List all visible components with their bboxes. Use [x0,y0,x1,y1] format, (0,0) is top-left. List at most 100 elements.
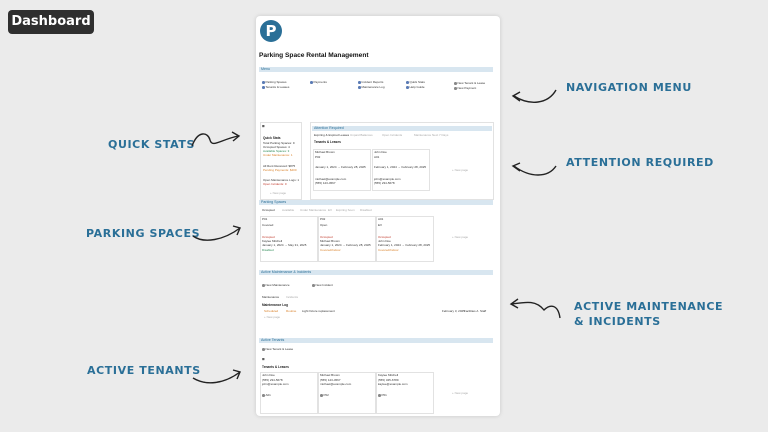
tab-expiring-soon[interactable]: Expiring Soon [336,208,355,212]
dashboard-page-preview: P Parking Space Rental Management Menu P… [256,16,500,416]
new-maintenance-button[interactable]: New Maintenance [262,283,290,288]
tab-maintenance[interactable]: Maintenance [262,295,280,299]
space-dates: January 1, 2024 → May 31, 2025 [262,243,307,247]
space-tenant: Michael Brown [320,239,340,243]
maintenance-space: Facilities A [464,309,479,313]
quick-stat-money: All Rent Received: $875 [263,164,296,168]
maintenance-who: Staff [480,309,487,313]
menu-item-maintenance-log[interactable]: Maintenance Log [358,85,385,90]
maintenance-status: Scheduled [264,309,279,313]
tenant-name: John Doe [374,150,387,154]
tenant-space: P02 [320,393,329,398]
tenant-name: Kaylee Mitchell [378,373,399,377]
attention-tenant-card[interactable] [313,149,371,191]
space-id: A01 [378,217,384,221]
tenants-heading: Tenants & Leases [262,365,289,369]
menu-item-quick-stats[interactable]: Quick Stats [406,80,425,85]
parking-space-card[interactable] [318,216,376,262]
label-active-incidents: & INCIDENTS [574,315,661,328]
tenant-email: michael@example.com [320,382,352,386]
tab-open-incidents[interactable]: Open Incidents [382,133,403,137]
tenant-space: A01 [262,393,271,398]
label-active-tenants: ACTIVE TENANTS [87,364,201,377]
label-parking-spaces: PARKING SPACES [86,227,201,240]
parking-space-card[interactable] [260,216,318,262]
menu-item-parking-spaces[interactable]: Parking Spaces [262,80,287,85]
quick-stat-money: Pending Payments: $400 [263,168,297,172]
tenant-card[interactable] [376,372,434,414]
menu-item-new-payment[interactable]: New Payment [454,86,476,91]
arrow-active-tenants-icon [192,369,241,384]
tab-incidents[interactable]: Incidents [286,295,299,299]
tab-unpaid-balances[interactable]: Unpaid Balances [350,133,373,137]
label-active-maintenance: ACTIVE MAINTENANCE [574,300,724,313]
maintenance-task[interactable]: Light fixture replacement [302,309,335,313]
attention-required-bar: Attention Required [312,126,492,131]
space-type: Open [320,223,328,227]
tenant-space: A01 [374,155,380,159]
tab-ev[interactable]: EV [328,208,333,212]
quick-stats-icon: ⊞ [262,124,265,128]
tab-occupied[interactable]: Occupied [262,208,275,212]
tab-expiring-leases[interactable]: Expiring & Expired Leases [314,133,350,137]
quick-stat-issue: Open Incidents: 0 [263,182,287,186]
maintenance-date: February 3, 2025 [442,309,465,313]
quick-stats-box [260,122,302,200]
space-tenant: Kaylee Mitchell [262,239,283,243]
space-tenant: John Doe [378,239,391,243]
new-page-link[interactable]: + New page [452,391,469,395]
arrow-navigation-menu-icon [511,89,557,103]
new-tenant-lease-button[interactable]: New Tenant & Lease [262,347,293,352]
tenant-email: john@example.com [262,382,289,386]
new-incident-button[interactable]: New Incident [312,283,333,288]
tenants-view-icon: ⊞ [262,357,265,361]
tenant-dates: February 1, 2024 → February 28, 2025 [374,165,427,169]
menu-item-incident-reports[interactable]: Incident Reports [358,80,383,85]
space-flag: Covered/Indoor [378,248,399,252]
tenant-email: kaylee@example.com [378,382,408,386]
space-id: P01 [262,217,268,221]
space-status: Occupied [378,235,391,239]
arrow-attention-required-icon [511,162,557,176]
arrow-parking-spaces-icon [192,225,241,241]
tenant-dates: January 1, 2024 → February 28, 2025 [315,165,366,169]
dashboard-badge: Dashboard [8,10,94,34]
parking-logo-icon: P [260,20,282,42]
tab-disabled[interactable]: Disabled [360,208,372,212]
space-type: EV [378,223,383,227]
menu-bar: Menu [259,67,493,72]
maintenance-priority: Routine [286,309,297,313]
new-page-link[interactable]: + New page [452,235,469,239]
tenant-space: P02 [315,155,321,159]
space-id: P02 [320,217,326,221]
quick-stats-header: Quick Stats [263,136,281,140]
tab-under-maintenance[interactable]: Under Maintenance [300,208,327,212]
tab-maintenance-next-7-days[interactable]: Maintenance Next 7 Days [414,133,449,137]
tenant-name: Michael Brown [315,150,335,154]
tenant-card[interactable] [260,372,318,414]
menu-item-help-guide[interactable]: Help Guide [406,85,425,90]
new-page-link[interactable]: + New page [270,191,287,195]
space-flag: Disabled [262,248,274,252]
page-title: Parking Space Rental Management [259,52,369,59]
new-page-link[interactable]: + New page [452,168,469,172]
space-status: Occupied [320,235,333,239]
maintenance-log-heading: Maintenance Log [262,303,289,307]
arrow-quick-stats-icon [191,131,241,147]
menu-item-tenants-leases[interactable]: Tenants & Leases [262,85,289,90]
arrow-active-maintenance-icon [509,298,561,319]
menu-item-payments[interactable]: Payments [310,80,327,85]
tab-available[interactable]: Available [282,208,295,212]
attention-tenant-card[interactable] [372,149,430,191]
tenant-phone: (555) 123-4567 [315,181,336,185]
tenant-card[interactable] [318,372,376,414]
parking-space-card[interactable] [376,216,434,262]
label-attention-required: ATTENTION REQUIRED [566,156,714,169]
new-page-link[interactable]: + New page [264,315,281,319]
quick-stat-line: Total Parking Spaces: 9 [263,141,295,145]
menu-item-new-tenant-lease[interactable]: New Tenant & Lease [454,81,485,86]
space-dates: January 1, 2024 → February 28, 2025 [320,243,371,247]
tenant-phone: (555) 123-4567 [320,378,341,382]
active-maintenance-bar: Active Maintenance & Incidents [259,270,493,275]
quick-stat-line: Occupied Spaces: 4 [263,145,290,149]
